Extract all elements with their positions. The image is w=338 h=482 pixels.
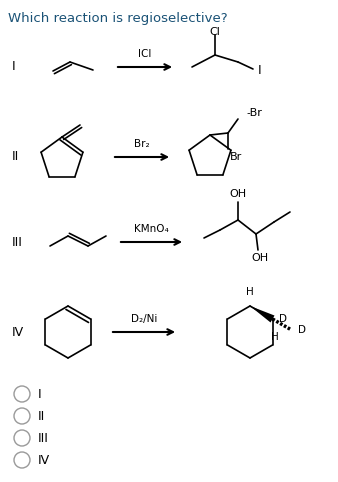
Text: H: H [271,332,279,342]
Text: Br₂: Br₂ [134,139,150,149]
Text: D₂/Ni: D₂/Ni [131,314,157,324]
Text: I: I [258,65,262,78]
Text: IV: IV [12,325,24,338]
Polygon shape [250,306,274,322]
Text: -Br: -Br [246,108,262,118]
Text: II: II [38,410,45,423]
Text: IV: IV [38,454,50,467]
Text: H: H [246,287,254,297]
Text: I: I [38,388,42,401]
Text: Br: Br [230,152,242,162]
Text: D: D [297,325,306,335]
Text: Which reaction is regioselective?: Which reaction is regioselective? [8,12,227,25]
Text: I: I [12,61,16,73]
Text: ICl: ICl [138,49,152,59]
Text: III: III [38,431,49,444]
Text: OH: OH [230,189,246,199]
Text: Cl: Cl [210,27,220,37]
Text: OH: OH [251,253,269,263]
Text: KMnO₄: KMnO₄ [134,224,169,234]
Text: III: III [12,236,23,249]
Text: II: II [12,150,19,163]
Text: D: D [279,314,287,324]
